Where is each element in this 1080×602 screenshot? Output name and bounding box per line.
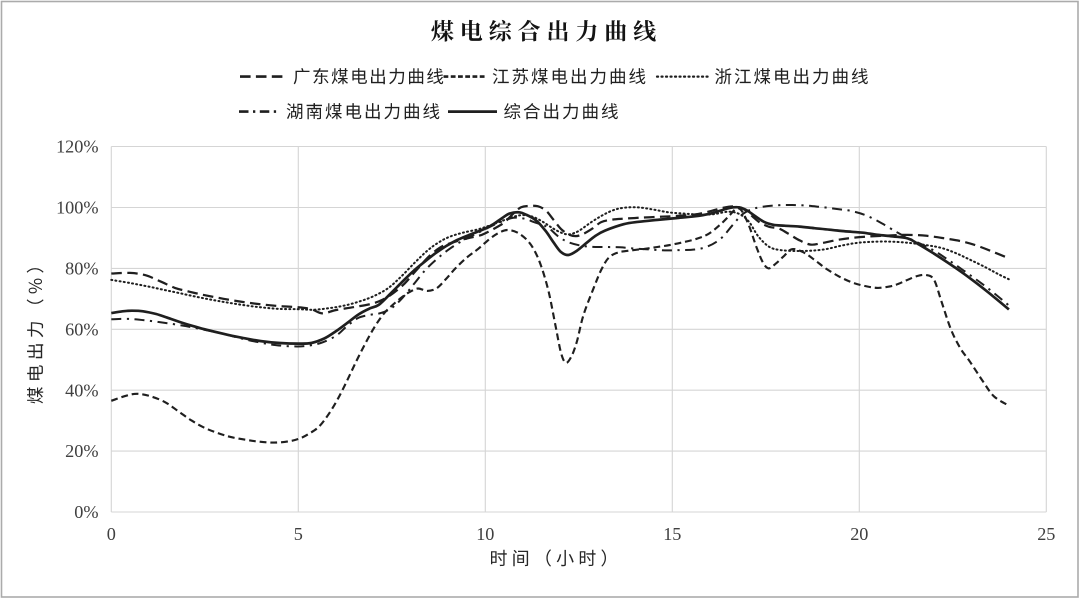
svg-text:100%: 100%	[56, 198, 98, 218]
svg-text:120%: 120%	[56, 137, 98, 157]
svg-text:5: 5	[294, 524, 303, 544]
svg-text:0: 0	[107, 524, 116, 544]
svg-text:60%: 60%	[65, 319, 98, 339]
svg-text:15: 15	[663, 524, 681, 544]
svg-text:20%: 20%	[65, 441, 98, 461]
svg-text:25: 25	[1037, 524, 1055, 544]
svg-text:0%: 0%	[74, 502, 98, 522]
svg-text:20: 20	[850, 524, 868, 544]
svg-text:80%: 80%	[65, 259, 98, 279]
svg-text:10: 10	[476, 524, 494, 544]
svg-text:40%: 40%	[65, 380, 98, 400]
